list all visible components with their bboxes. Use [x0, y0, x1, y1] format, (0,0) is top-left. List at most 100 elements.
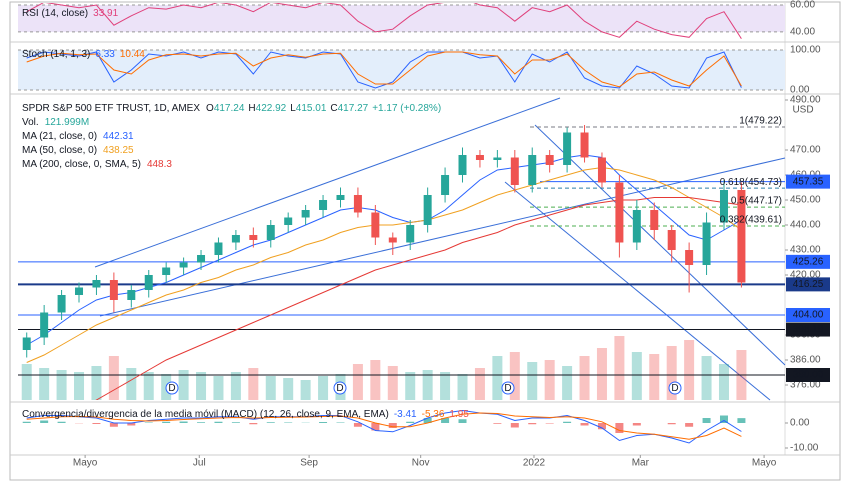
histogram-bar: [510, 423, 519, 428]
candle-body: [127, 290, 136, 300]
volume-bar: [283, 378, 294, 400]
histogram-bar: [667, 423, 676, 425]
x-tick-label: Sep: [300, 458, 318, 469]
fib-label: 1(479.22): [739, 116, 782, 127]
histogram-bar: [493, 423, 502, 424]
title: Convergencia/divergencia de la media móv…: [22, 409, 389, 420]
histogram-bar: [214, 421, 223, 423]
volume-bar: [596, 348, 607, 400]
pane: [18, 3, 785, 39]
x-tick-label: Mayo: [73, 458, 98, 469]
legend-value: 6.33: [95, 49, 115, 60]
histogram-bar: [319, 422, 328, 423]
histogram-bar: [441, 418, 450, 423]
histogram-bar: [109, 423, 118, 427]
ohlc-key: H: [248, 103, 255, 114]
currency: USD: [792, 105, 813, 116]
volume-bar: [370, 360, 381, 400]
histogram-bar: [685, 423, 694, 427]
volume-bar: [352, 364, 363, 400]
dividend-marker: [668, 381, 682, 395]
ma-name: MA (200, close, 0, SMA, 5): [22, 159, 141, 170]
candle-body: [615, 182, 624, 243]
y-tick-label: 0.00: [790, 418, 810, 429]
candle-body: [319, 200, 328, 210]
ohlc-value: 422.92: [256, 103, 287, 114]
candle-body: [109, 280, 118, 300]
histogram-bar: [57, 421, 66, 423]
y-tick-label: 420.00: [790, 270, 821, 281]
candle-body: [650, 210, 659, 230]
histogram-bar: [144, 422, 153, 423]
level-label: 380.00: [793, 370, 824, 381]
level-box: [786, 322, 830, 337]
volume-bar: [649, 354, 660, 400]
histogram-bar: [179, 421, 188, 423]
histogram-bar: [22, 421, 31, 423]
dividend-marker: [501, 381, 515, 395]
histogram-bar: [249, 423, 258, 425]
histogram-bar: [92, 423, 101, 424]
candle-body: [144, 275, 153, 290]
y-tick-label: 40.00: [790, 27, 815, 38]
level-label: 416.25: [793, 279, 824, 290]
level-box: [786, 368, 830, 382]
y-tick-label: 470.00: [790, 145, 821, 156]
ohlc-value: 417.24: [214, 103, 245, 114]
candle-body: [388, 237, 397, 243]
y-tick-label: 376.00: [790, 380, 821, 391]
y-tick-label: 490.00: [790, 95, 821, 106]
pane-title: Convergencia/divergencia de la media móv…: [22, 409, 469, 420]
level-label: 404.00: [793, 310, 824, 321]
candle-body: [197, 255, 206, 263]
x-tick-label: Mar: [632, 458, 650, 469]
volume-bar: [509, 352, 520, 400]
ohlc-key: C: [330, 103, 337, 114]
histogram-bar: [528, 423, 537, 425]
histogram-bar: [336, 422, 345, 423]
volume-bar: [265, 376, 276, 400]
volume-bar: [91, 366, 102, 400]
volume-bar: [387, 366, 398, 400]
ma-legend: MA (200, close, 0, SMA, 5) 448.3: [22, 159, 172, 170]
level-label: 457.35: [793, 176, 824, 187]
y-tick-label: 60.00: [790, 0, 815, 11]
candle-body: [214, 242, 223, 255]
candle-body: [597, 157, 606, 183]
candle-body: [423, 195, 432, 225]
histogram-bar: [580, 423, 589, 426]
histogram-bar: [40, 420, 49, 423]
dividend-marker: [165, 381, 179, 395]
volume-bar: [440, 372, 451, 400]
dividend-label: D: [336, 383, 343, 394]
volume-bar: [56, 370, 67, 400]
x-tick-label: Mayo: [752, 458, 777, 469]
level-label: 398.18: [793, 324, 824, 335]
ohlc-value: 415.01: [296, 103, 327, 114]
candle-body: [40, 312, 49, 338]
moving-average: [26, 166, 742, 363]
legend-value: 33.91: [93, 8, 118, 19]
volume-bar: [457, 374, 468, 400]
volume-bar: [422, 370, 433, 400]
histogram-bar: [388, 423, 397, 428]
legend-value: 10.44: [120, 49, 145, 60]
volume-bar: [126, 368, 137, 400]
volume-name: Vol.: [22, 117, 39, 128]
dividend-marker: [333, 381, 347, 395]
y-tick-label: 450.00: [790, 195, 821, 206]
series-line: [26, 51, 742, 88]
histogram-bar: [597, 423, 606, 430]
candle-body: [510, 157, 519, 185]
volume-bar: [108, 356, 119, 400]
candle-body: [301, 210, 310, 218]
volume-bar: [39, 368, 50, 400]
volume-bar: [300, 380, 311, 400]
candle-body: [75, 287, 84, 295]
candle-body: [284, 217, 293, 225]
candle-body: [667, 230, 676, 250]
volume-bar: [631, 352, 642, 400]
volume-bar: [143, 372, 154, 400]
candle-body: [441, 175, 450, 195]
